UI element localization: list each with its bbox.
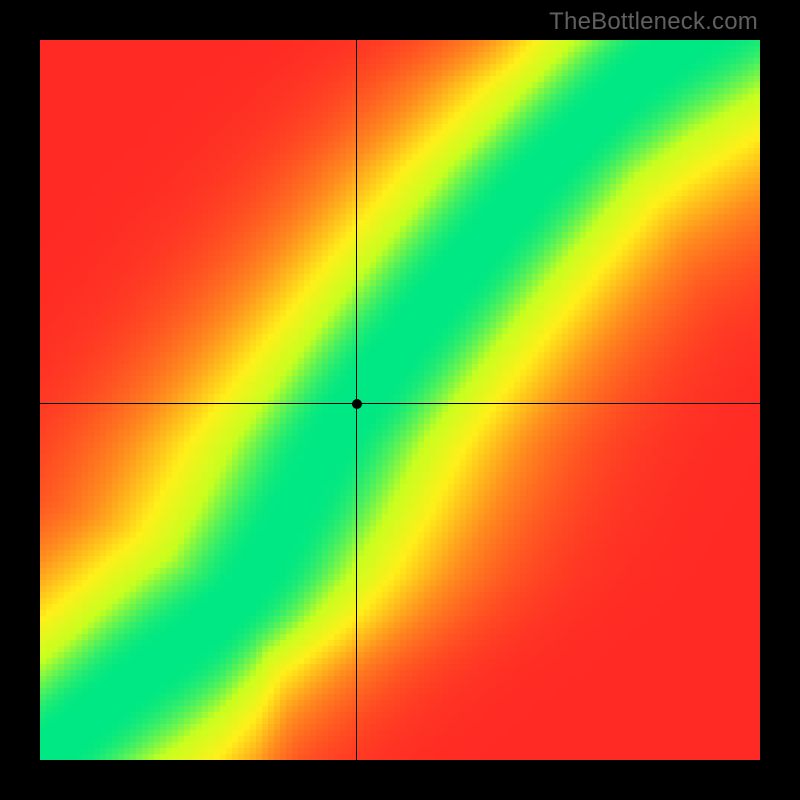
heatmap-canvas (40, 40, 760, 760)
plot-area (40, 40, 760, 760)
horizontal-crosshair (40, 403, 760, 404)
watermark-text: TheBottleneck.com (549, 8, 758, 36)
crosshair-dot (352, 399, 362, 409)
chart-outer: TheBottleneck.com (0, 0, 800, 800)
